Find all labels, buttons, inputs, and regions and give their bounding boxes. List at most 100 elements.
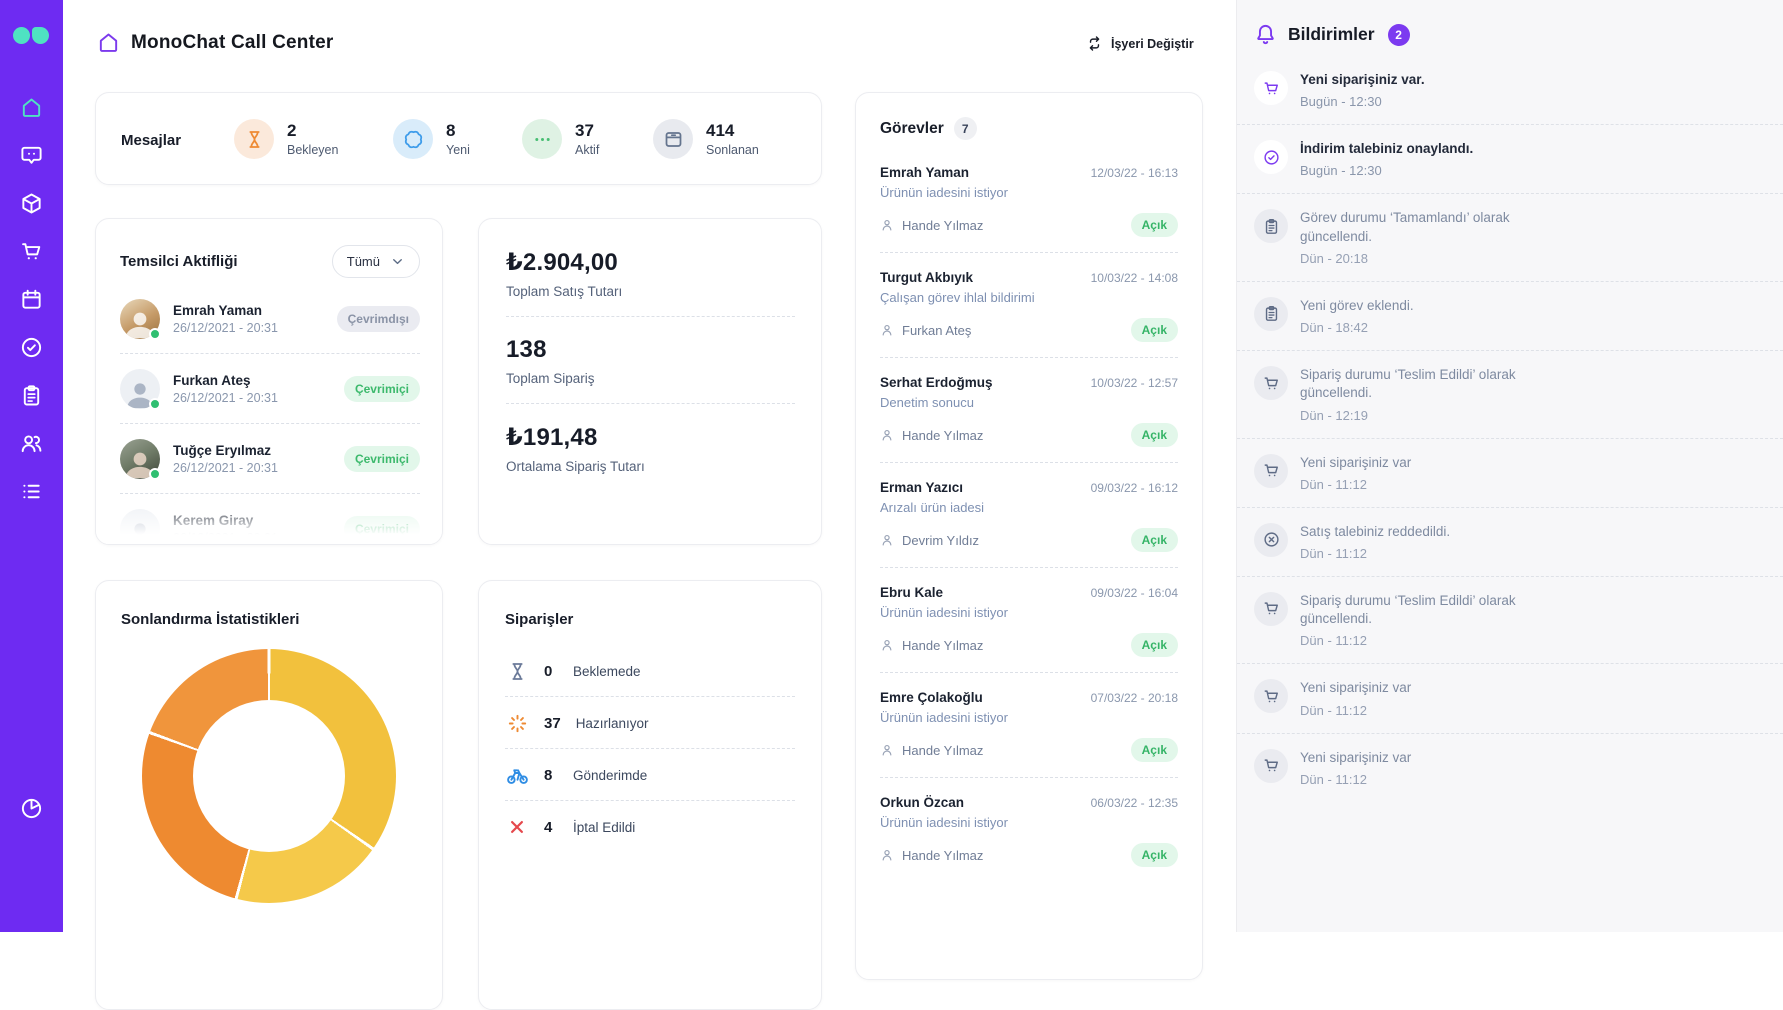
- agent-row[interactable]: Kerem Giray 26/12/2021 - 20:31 Çevrimiçi: [120, 493, 420, 544]
- list-icon[interactable]: [20, 480, 43, 503]
- order-label: Gönderimde: [573, 767, 648, 783]
- notification-item[interactable]: Yeni siparişiniz var. Bugün - 12:30: [1237, 56, 1783, 124]
- order-label: İptal Edildi: [573, 819, 636, 835]
- online-dot: [149, 328, 161, 340]
- stat-waiting-value: 2: [287, 120, 297, 140]
- cube-icon[interactable]: [20, 192, 43, 215]
- notification-text: Yeni görev eklendi.: [1300, 297, 1414, 313]
- notification-text: Yeni siparişiniz var: [1300, 749, 1412, 765]
- agent-activity-card: Temsilci Aktifliği Tümü Emrah Yaman 26/1…: [95, 218, 443, 545]
- notification-item[interactable]: Görev durumu ‘Tamamlandı’ olarak güncell…: [1237, 193, 1783, 280]
- home-icon[interactable]: [20, 96, 43, 119]
- task-row[interactable]: Orkun Özcan 06/03/22 - 12:35 Ürünün iade…: [880, 777, 1178, 882]
- bicycle-icon: [505, 763, 529, 787]
- agent-datetime: 26/12/2021 - 20:31: [173, 391, 278, 405]
- task-subtitle: Çalışan görev ihlal bildirimi: [880, 290, 1035, 305]
- notification-time: Bugün - 12:30: [1300, 94, 1382, 110]
- notification-item[interactable]: İndirim talebiniz onaylandı. Bugün - 12:…: [1237, 124, 1783, 193]
- agent-row[interactable]: Furkan Ateş 26/12/2021 - 20:31 Çevrimiçi: [120, 353, 420, 423]
- status-badge: Çevrimiçi: [343, 446, 420, 472]
- task-row[interactable]: Ebru Kale 09/03/22 - 16:04 Ürünün iadesi…: [880, 567, 1178, 672]
- agent-name: Kerem Giray: [173, 513, 254, 528]
- calendar-icon[interactable]: [20, 288, 43, 311]
- task-date: 06/03/22 - 12:35: [1090, 796, 1178, 810]
- agent-name: Tuğçe Eryılmaz: [173, 443, 272, 458]
- notification-item[interactable]: Yeni siparişiniz var Dün - 11:12: [1237, 663, 1783, 732]
- sidebar: [0, 0, 63, 932]
- task-row[interactable]: Erman Yazıcı 09/03/22 - 16:12 Arızalı ür…: [880, 462, 1178, 567]
- messages-stats-card: Mesajlar 2 Bekleyen 8 Yeni 37 Aktif 414 …: [95, 92, 822, 185]
- agents-list: Emrah Yaman 26/12/2021 - 20:31 Çevrimdış…: [120, 284, 420, 544]
- task-customer-name: Ebru Kale: [880, 585, 944, 600]
- task-date: 09/03/22 - 16:12: [1090, 481, 1178, 495]
- task-assignee: Devrim Yıldız: [902, 532, 980, 548]
- pie-chart-icon[interactable]: [20, 797, 43, 820]
- status-badge: Çevrimiçi: [343, 516, 420, 542]
- notification-item[interactable]: Sipariş durumu ‘Teslim Edildi’ olarak gü…: [1237, 575, 1783, 663]
- check-circle-icon[interactable]: [20, 336, 43, 359]
- task-customer-name: Serhat Erdoğmuş: [880, 375, 993, 390]
- notification-item[interactable]: Yeni siparişiniz var Dün - 11:12: [1237, 732, 1783, 802]
- notification-time: Dün - 12:19: [1300, 407, 1368, 423]
- notification-time: Dün - 11:12: [1300, 633, 1367, 649]
- notification-text: Görev durumu ‘Tamamlandı’ olarak güncell…: [1300, 210, 1510, 244]
- notification-time: Dün - 11:12: [1300, 545, 1367, 561]
- tasks-count-badge: 7: [953, 117, 977, 140]
- task-row[interactable]: Emrah Yaman 12/03/22 - 16:13 Ürünün iade…: [880, 148, 1178, 252]
- notification-item[interactable]: Sipariş durumu ‘Teslim Edildi’ olarak gü…: [1237, 350, 1783, 437]
- hourglass-icon: [234, 119, 274, 159]
- stat-waiting-label: Bekleyen: [287, 143, 339, 158]
- order-status-row: 8 Gönderimde: [505, 748, 795, 800]
- task-customer-name: Emrah Yaman: [880, 165, 970, 180]
- online-dot: [149, 398, 161, 410]
- agents-filter-dropdown[interactable]: Tümü: [331, 245, 420, 278]
- clipboard-icon[interactable]: [20, 384, 43, 407]
- stat-new: 8 Yeni: [393, 119, 470, 159]
- agent-row[interactable]: Emrah Yaman 26/12/2021 - 20:31 Çevrimdış…: [120, 284, 420, 353]
- notification-item[interactable]: Satış talebiniz reddedildi. Dün - 11:12: [1237, 506, 1783, 576]
- stat-active: 37 Aktif: [522, 119, 599, 159]
- page-title: MonoChat Call Center: [131, 31, 334, 53]
- total-orders-value: 138: [506, 336, 547, 363]
- stat-new-value: 8: [446, 120, 456, 140]
- cart-icon[interactable]: [20, 240, 43, 263]
- person-icon: [882, 429, 892, 441]
- agent-datetime: 26/12/2021 - 20:31: [173, 321, 278, 335]
- hourglass-icon: [505, 659, 529, 683]
- notification-item[interactable]: Yeni siparişiniz var Dün - 11:12: [1237, 437, 1783, 507]
- task-subtitle: Denetim sonucu: [880, 395, 974, 410]
- status-badge: Çevrimiçi: [343, 376, 420, 402]
- orders-card: Siparişler 0 Beklemede 37 Hazırlanıyor 8…: [478, 580, 822, 1010]
- task-assignee: Hande Yılmaz: [902, 637, 984, 653]
- notification-icon: [1254, 296, 1288, 331]
- total-sales-value: ₺2.904,00: [506, 249, 618, 276]
- notification-item[interactable]: Yeni görev eklendi. Dün - 18:42: [1237, 280, 1783, 350]
- notification-icon: [1254, 591, 1288, 626]
- avatar: [120, 509, 161, 544]
- online-dot: [149, 468, 161, 480]
- agent-row[interactable]: Tuğçe Eryılmaz 26/12/2021 - 20:31 Çevrim…: [120, 423, 420, 493]
- notification-time: Dün - 11:12: [1300, 702, 1367, 718]
- notification-icon: [1254, 140, 1288, 175]
- avg-order-value: ₺191,48: [506, 424, 598, 451]
- notification-text: Sipariş durumu ‘Teslim Edildi’ olarak gü…: [1300, 592, 1516, 627]
- task-row[interactable]: Serhat Erdoğmuş 10/03/22 - 12:57 Denetim…: [880, 357, 1178, 462]
- notification-text: Sipariş durumu ‘Teslim Edildi’ olarak gü…: [1300, 367, 1516, 401]
- task-assignee: Hande Yılmaz: [902, 847, 984, 863]
- order-label: Hazırlanıyor: [575, 715, 649, 731]
- change-workspace-button[interactable]: İşyeri Değiştir: [1086, 35, 1194, 52]
- dots-icon: [522, 119, 562, 159]
- person-icon: [882, 744, 892, 756]
- agent-datetime: 26/12/2021 - 20:31: [173, 461, 278, 475]
- users-icon[interactable]: [20, 432, 43, 455]
- chat-icon[interactable]: [20, 144, 43, 167]
- avg-order-block: ₺191,48 Ortalama Sipariş Tutarı: [506, 403, 795, 491]
- notifications-title: Bildirimler: [1288, 24, 1375, 44]
- orders-card-title: Siparişler: [505, 611, 574, 628]
- task-row[interactable]: Turgut Akbıyık 10/03/22 - 14:08 Çalışan …: [880, 252, 1178, 357]
- person-icon: [882, 219, 892, 231]
- task-assignee: Hande Yılmaz: [902, 742, 984, 758]
- person-icon: [882, 324, 892, 336]
- notification-time: Dün - 20:18: [1300, 250, 1368, 266]
- task-row[interactable]: Emre Çolakoğlu 07/03/22 - 20:18 Ürünün i…: [880, 672, 1178, 777]
